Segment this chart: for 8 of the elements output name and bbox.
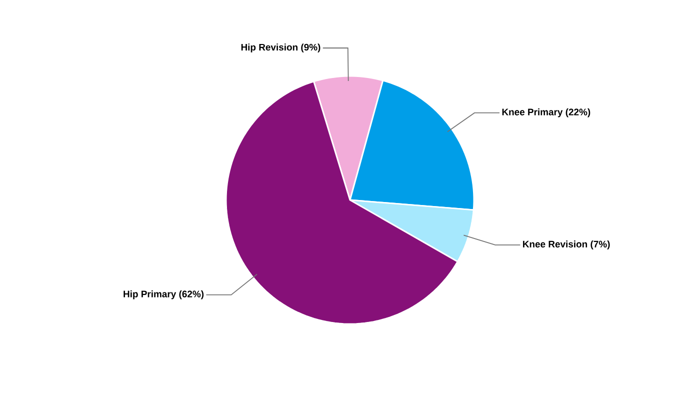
data-label: (7%) bbox=[590, 240, 610, 250]
slice-label: Knee Revision bbox=[523, 240, 588, 248]
slice-label: Knee Primary bbox=[502, 108, 563, 118]
data-label: (9%) bbox=[301, 44, 320, 52]
slice-label: Hip Revision bbox=[241, 44, 298, 52]
slice-label: Hip Primary bbox=[124, 290, 176, 300]
data-label: (22%) bbox=[566, 108, 590, 118]
data-label: (62%) bbox=[179, 290, 204, 300]
